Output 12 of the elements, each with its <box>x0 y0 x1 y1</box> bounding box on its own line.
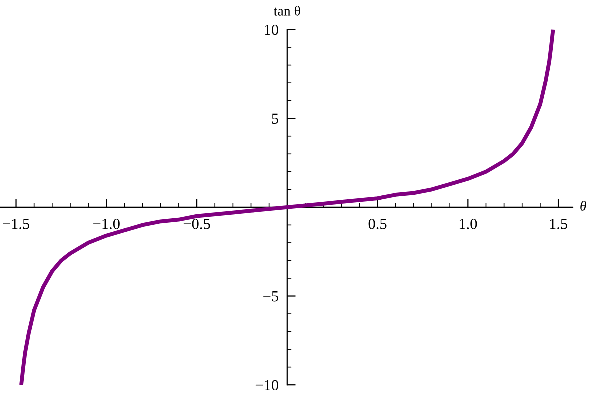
y-tick-label: −10 <box>256 380 278 391</box>
y-tick-label: 10 <box>265 24 278 36</box>
x-tick-label: −1.0 <box>94 218 120 230</box>
x-tick-label: −0.5 <box>184 218 210 230</box>
y-tick-label: 5 <box>272 114 278 124</box>
x-tick-label: 1.0 <box>460 218 478 230</box>
x-tick-label: 0.5 <box>368 218 387 230</box>
x-tick-label: −1.5 <box>3 219 30 230</box>
x-axis-title: θ <box>580 201 586 211</box>
y-axis-title: tan θ <box>274 6 300 16</box>
y-tick-label: −5 <box>264 292 278 302</box>
x-tick-label: 1.5 <box>550 219 568 230</box>
